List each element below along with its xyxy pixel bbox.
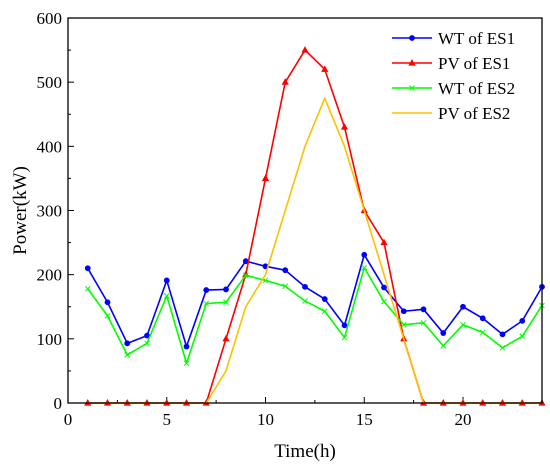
data-point	[203, 287, 210, 293]
data-point	[223, 299, 229, 306]
data-point	[381, 298, 387, 305]
x-tick-label: 15	[356, 410, 373, 429]
series-1	[84, 251, 545, 350]
legend-label: PV of ES2	[438, 104, 510, 123]
legend: WT of ES1 PV of ES1 WT of ES2 PV of ES2	[392, 29, 515, 123]
series-2	[84, 46, 546, 406]
data-point	[361, 251, 368, 258]
data-point	[104, 312, 111, 319]
data-point	[302, 298, 308, 304]
plot-frame	[67, 17, 543, 404]
data-point	[321, 308, 328, 315]
data-point	[499, 331, 506, 338]
data-point	[341, 334, 348, 341]
data-point	[281, 78, 289, 85]
legend-item: PV of ES2	[392, 104, 510, 123]
data-point	[242, 272, 249, 279]
data-point	[519, 333, 526, 340]
data-point	[124, 340, 131, 347]
legend-swatch-marker	[409, 35, 415, 41]
data-point	[302, 283, 308, 290]
y-tick-label: 300	[37, 202, 63, 221]
data-point	[479, 315, 486, 322]
y-tick-label: 100	[37, 330, 63, 349]
data-point	[84, 265, 91, 272]
legend-item: PV of ES1	[392, 54, 510, 73]
data-point	[341, 322, 348, 329]
data-point	[261, 174, 270, 182]
y-tick-label: 400	[37, 137, 63, 156]
legend-item: WT of ES1	[392, 29, 515, 48]
data-point	[282, 267, 289, 274]
y-tick-label: 500	[37, 73, 63, 92]
data-point	[519, 317, 526, 324]
data-point	[84, 285, 91, 292]
data-point	[420, 319, 427, 326]
legend-label: WT of ES2	[438, 79, 515, 98]
data-point	[124, 352, 131, 358]
x-axis-title: Time(h)	[274, 441, 336, 462]
data-point	[440, 330, 447, 336]
data-point	[479, 329, 486, 336]
y-tick-label: 200	[37, 266, 63, 285]
legend-swatch-marker	[408, 59, 416, 66]
legend-item: WT of ES2	[392, 79, 515, 98]
legend-label: WT of ES1	[438, 29, 515, 48]
data-point	[282, 283, 289, 290]
data-point	[321, 65, 329, 72]
y-tick-label: 600	[37, 9, 63, 28]
data-point	[460, 303, 466, 310]
series-line	[87, 97, 542, 404]
data-point	[380, 238, 388, 246]
series-line	[87, 266, 543, 365]
data-point	[499, 344, 506, 351]
y-axis-title: Power(kW)	[10, 166, 31, 255]
data-point	[104, 299, 111, 306]
data-point	[222, 334, 230, 342]
series-3	[84, 264, 545, 367]
data-point	[203, 300, 210, 307]
series-line	[87, 253, 543, 348]
data-point	[163, 292, 170, 299]
data-point	[420, 306, 427, 313]
data-point	[183, 360, 190, 367]
data-point	[400, 308, 407, 315]
series-4	[87, 97, 542, 404]
data-point	[301, 46, 309, 53]
data-point	[381, 284, 387, 291]
data-point	[361, 264, 368, 271]
data-point	[183, 343, 190, 350]
x-tick-label: 20	[455, 410, 472, 429]
data-point	[460, 321, 466, 328]
data-point	[440, 343, 447, 349]
data-point	[163, 277, 170, 284]
series-layer	[84, 46, 546, 406]
legend-label: PV of ES1	[438, 54, 510, 73]
data-point	[144, 340, 150, 347]
data-point	[321, 296, 328, 302]
y-tick-label: 0	[54, 394, 63, 413]
legend-swatch-marker	[409, 85, 415, 91]
x-tick-label: 0	[64, 410, 73, 429]
data-point	[223, 286, 229, 293]
x-tick-label: 5	[163, 410, 172, 429]
x-tick-label: 10	[257, 410, 274, 429]
data-point	[340, 123, 349, 130]
data-point	[400, 321, 407, 328]
